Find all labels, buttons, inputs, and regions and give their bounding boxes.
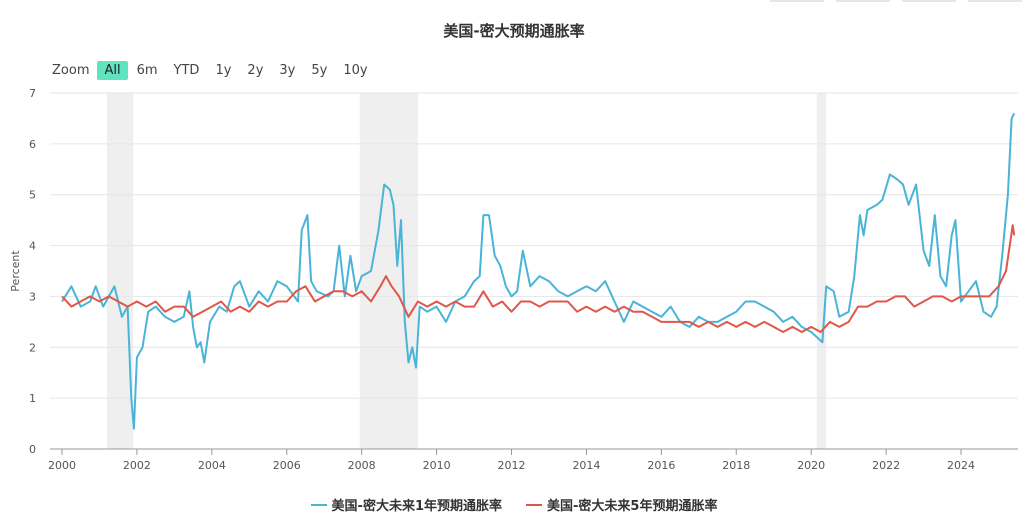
y-tick-label-7: 7 <box>29 87 36 100</box>
y-tick-label-3: 3 <box>29 290 36 303</box>
y-tick-label-5: 5 <box>29 189 36 202</box>
zoom-button-3y[interactable]: 3y <box>279 62 296 78</box>
x-tick-label-2016: 2016 <box>647 459 675 472</box>
legend-item-5y[interactable]: 美国-密大未来5年预期通胀率 <box>526 495 717 514</box>
y-axis-label: Percent <box>9 250 22 292</box>
zoom-button-all[interactable]: All <box>97 60 128 80</box>
zoom-button-1y[interactable]: 1y <box>215 62 232 78</box>
y-tick-label-1: 1 <box>29 392 36 405</box>
zoom-button-2y[interactable]: 2y <box>247 62 264 78</box>
chart-title: 美国-密大预期通胀率 <box>443 22 585 40</box>
zoom-button-6m[interactable]: 6m <box>136 62 158 78</box>
x-tick-label-2010: 2010 <box>423 459 451 472</box>
legend-swatch-1y <box>310 503 327 506</box>
x-tick-label-2000: 2000 <box>48 459 76 472</box>
recession-band-0 <box>106 93 134 449</box>
legend-label-1y: 美国-密大未来1年预期通胀率 <box>331 499 502 514</box>
recession-band-1 <box>359 93 418 449</box>
zoom-bar: Zoom All 6m YTD 1y 2y 3y 5y 10y <box>52 59 377 81</box>
x-tick-label-2024: 2024 <box>947 459 975 472</box>
legend-label-5y: 美国-密大未来5年预期通胀率 <box>547 499 718 514</box>
legend-swatch-5y <box>526 503 542 506</box>
y-tick-label-6: 6 <box>29 138 36 151</box>
zoom-button-10y[interactable]: 10y <box>343 62 368 78</box>
y-tick-label-0: 0 <box>29 443 36 456</box>
legend-item-1y[interactable]: 美国-密大未来1年预期通胀率 <box>310 495 502 514</box>
x-tick-label-2006: 2006 <box>273 459 301 472</box>
x-tick-label-2012: 2012 <box>498 459 526 472</box>
y-tick-label-2: 2 <box>29 341 36 354</box>
x-tick-label-2002: 2002 <box>123 459 151 472</box>
recession-band-2 <box>816 93 827 449</box>
series-line-1y <box>61 112 1016 430</box>
legend: 美国-密大未来1年预期通胀率 美国-密大未来5年预期通胀率 <box>0 495 1028 514</box>
zoom-button-ytd[interactable]: YTD <box>173 62 200 78</box>
x-tick-label-2022: 2022 <box>872 459 900 472</box>
x-tick-label-2020: 2020 <box>797 459 825 472</box>
x-tick-label-2008: 2008 <box>348 459 376 472</box>
x-tick-label-2018: 2018 <box>722 459 750 472</box>
y-tick-label-4: 4 <box>29 240 36 253</box>
zoom-button-5y[interactable]: 5y <box>311 62 328 78</box>
zoom-label: Zoom <box>52 62 90 78</box>
x-tick-label-2014: 2014 <box>572 459 600 472</box>
series-line-5y <box>61 224 1016 333</box>
x-tick-label-2004: 2004 <box>198 459 226 472</box>
